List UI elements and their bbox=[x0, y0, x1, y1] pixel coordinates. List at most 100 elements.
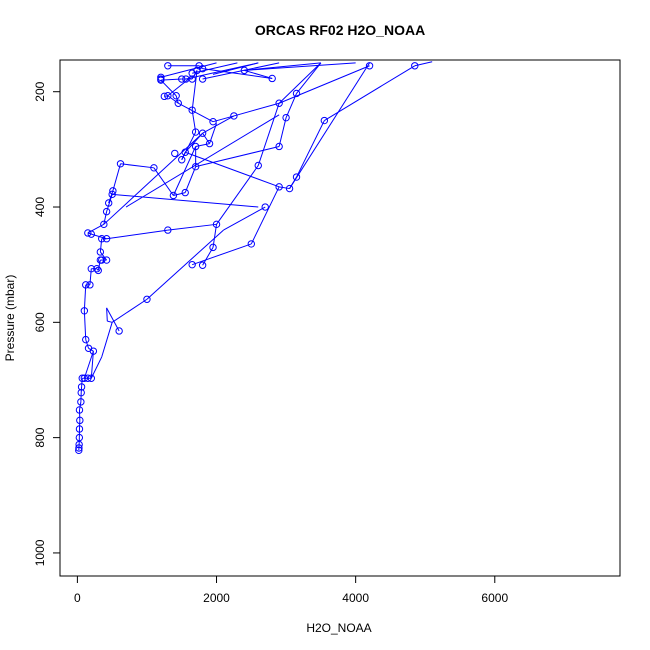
data-point bbox=[160, 92, 169, 101]
data-point bbox=[164, 92, 172, 100]
data-point bbox=[411, 62, 419, 70]
data-point bbox=[87, 265, 96, 273]
y-tick-label: 200 bbox=[33, 81, 47, 101]
data-point bbox=[116, 160, 125, 168]
series-line-segment bbox=[296, 62, 322, 94]
series-line-segment bbox=[192, 243, 252, 266]
y-axis: 200 400 600 800 1000 bbox=[33, 81, 61, 566]
data-point bbox=[82, 335, 90, 344]
data-point bbox=[275, 99, 283, 107]
data-point bbox=[169, 191, 178, 200]
x-tick-label: 2000 bbox=[203, 591, 230, 605]
series-line-segment bbox=[81, 378, 83, 387]
chart-title: ORCAS RF02 H2O_NOAA bbox=[255, 22, 425, 38]
series-line-segment bbox=[107, 320, 113, 323]
data-point bbox=[77, 388, 85, 397]
data-point bbox=[247, 240, 256, 248]
data-point bbox=[108, 190, 116, 199]
y-tick-label: 800 bbox=[33, 427, 47, 447]
data-point bbox=[209, 117, 217, 126]
data-point bbox=[102, 207, 111, 216]
series-line-segment bbox=[160, 62, 217, 78]
data-point bbox=[292, 89, 301, 98]
series-line-segment bbox=[120, 163, 154, 169]
series-line-segment bbox=[184, 166, 197, 193]
data-point bbox=[75, 446, 83, 455]
data-point bbox=[76, 416, 84, 425]
series-line-segment bbox=[112, 193, 259, 208]
x-tick-label: 4000 bbox=[342, 591, 369, 605]
series-line-segment bbox=[233, 102, 280, 117]
data-point bbox=[188, 75, 196, 83]
data-point bbox=[209, 243, 217, 252]
data-point bbox=[198, 75, 207, 83]
data-point bbox=[75, 433, 84, 442]
series-line-segment bbox=[279, 186, 290, 190]
series-line-segment bbox=[106, 229, 168, 240]
data-point bbox=[188, 260, 196, 269]
data-point bbox=[178, 75, 186, 83]
series-line-segment bbox=[195, 143, 210, 147]
data-point bbox=[84, 229, 92, 237]
series-line-segment bbox=[99, 238, 103, 253]
data-point bbox=[93, 265, 101, 273]
data-point bbox=[98, 235, 106, 243]
series-line-segment bbox=[83, 350, 94, 379]
data-point bbox=[292, 173, 301, 181]
data-point bbox=[164, 62, 172, 70]
data-point bbox=[164, 226, 172, 234]
series-line-segment bbox=[89, 268, 92, 285]
series-line-segment bbox=[146, 229, 224, 300]
series-line-segment bbox=[212, 62, 259, 75]
x-axis-label: H2O_NOAA bbox=[306, 621, 371, 635]
data-point bbox=[198, 64, 207, 73]
data-point bbox=[320, 116, 329, 125]
data-point bbox=[84, 344, 93, 352]
data-point bbox=[174, 99, 182, 107]
data-point bbox=[268, 74, 276, 83]
series-line-segment bbox=[285, 93, 297, 118]
series-line-segment bbox=[101, 322, 113, 358]
series-line-segment bbox=[106, 307, 120, 332]
series-line-segment bbox=[216, 165, 259, 225]
data-point bbox=[78, 374, 86, 382]
y-tick-label: 400 bbox=[33, 197, 47, 217]
data-point bbox=[181, 148, 189, 156]
data-point bbox=[240, 66, 249, 75]
series-line-segment bbox=[167, 223, 217, 231]
series-line-segment bbox=[97, 259, 101, 271]
data-point bbox=[77, 383, 86, 391]
series-line-segment bbox=[90, 351, 94, 379]
data-point bbox=[365, 62, 374, 70]
data-point bbox=[96, 248, 105, 256]
series-line-segment bbox=[257, 103, 280, 166]
data-point bbox=[275, 183, 283, 191]
data-point bbox=[191, 128, 200, 136]
series-line-segment bbox=[112, 163, 122, 192]
data-point bbox=[212, 220, 221, 229]
series-line-segment bbox=[167, 95, 179, 104]
series-line-segment bbox=[106, 307, 108, 322]
data-point bbox=[98, 256, 106, 264]
series-line-segment bbox=[99, 251, 108, 261]
y-tick-label: 600 bbox=[33, 312, 47, 332]
data-point bbox=[198, 129, 207, 137]
plot-frame bbox=[59, 59, 621, 577]
data-point bbox=[109, 187, 117, 195]
data-point bbox=[261, 203, 269, 211]
data-point bbox=[191, 162, 200, 171]
data-point bbox=[84, 374, 92, 382]
series-line-segment bbox=[250, 186, 280, 245]
series-line-segment bbox=[324, 65, 416, 121]
data-point bbox=[181, 188, 189, 197]
y-tick-label: 1000 bbox=[33, 539, 47, 566]
data-point bbox=[191, 142, 200, 151]
data-point bbox=[157, 75, 165, 83]
data-point bbox=[178, 156, 186, 164]
series-line-segment bbox=[125, 114, 280, 208]
series-group bbox=[75, 61, 433, 455]
series-line-segment bbox=[296, 120, 325, 178]
series-line-segment bbox=[85, 339, 89, 349]
data-point bbox=[75, 440, 83, 449]
